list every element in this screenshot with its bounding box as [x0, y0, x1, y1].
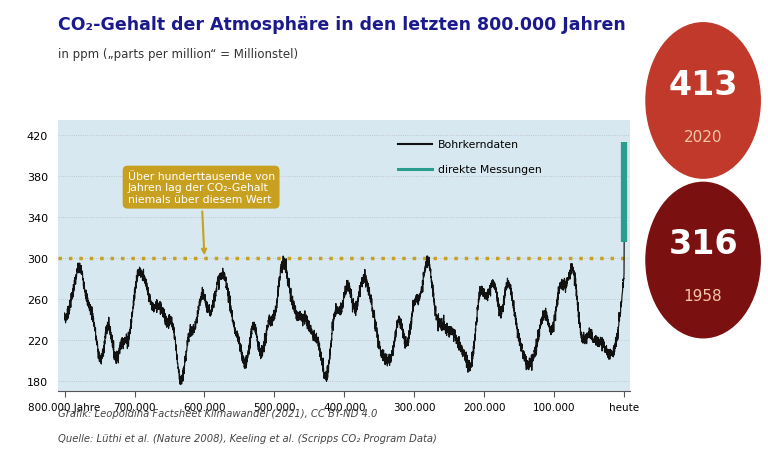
Text: CO₂-Gehalt der Atmosphäre in den letzten 800.000 Jahren: CO₂-Gehalt der Atmosphäre in den letzten…: [58, 16, 625, 34]
Circle shape: [646, 24, 760, 179]
Text: Grafik: Leopoldina Factsheet Klimawandel (2021), CC BY-ND 4.0: Grafik: Leopoldina Factsheet Klimawandel…: [58, 408, 377, 418]
Circle shape: [646, 183, 760, 338]
Text: 1958: 1958: [684, 288, 723, 303]
Text: 413: 413: [668, 69, 738, 101]
Text: 2020: 2020: [684, 129, 723, 144]
Text: in ppm („parts per million“ = Millionstel): in ppm („parts per million“ = Millionste…: [58, 48, 298, 61]
Text: Bohrkerndaten: Bohrkerndaten: [438, 140, 519, 150]
Text: Quelle: Lüthi et al. (Nature 2008), Keeling et al. (Scripps CO₂ Program Data): Quelle: Lüthi et al. (Nature 2008), Keel…: [58, 433, 436, 443]
Text: Über hunderttausende von
Jahren lag der CO₂-Gehalt
niemals über diesem Wert: Über hunderttausende von Jahren lag der …: [127, 171, 275, 253]
Text: direkte Messungen: direkte Messungen: [438, 164, 542, 174]
Text: 316: 316: [668, 228, 738, 261]
